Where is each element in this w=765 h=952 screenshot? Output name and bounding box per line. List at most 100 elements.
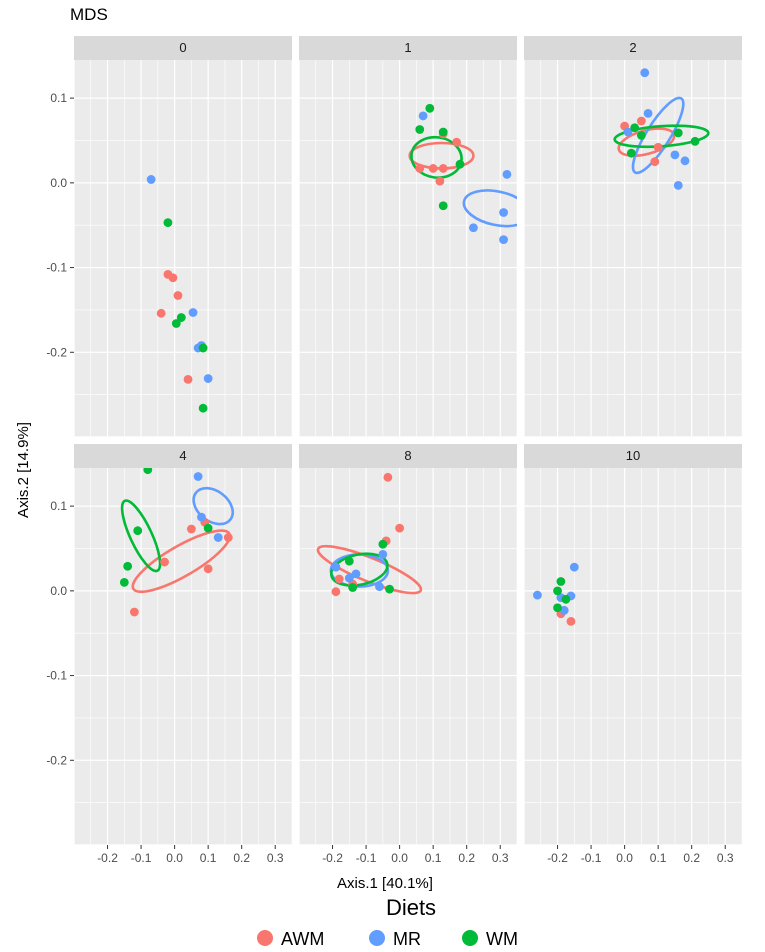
data-point-mr: [469, 223, 478, 233]
y-axis-ticks: -0.2 -0.1 0.0 0.1 -0.2 -0.1 0.0 0.1: [46, 91, 74, 767]
confidence-ellipse-mr: [462, 189, 517, 228]
gridlines: [299, 60, 517, 437]
confidence-ellipse-awm: [617, 127, 676, 158]
data-point-wm: [626, 148, 636, 158]
x-tick-label: -0.1: [581, 851, 602, 865]
confidence-ellipse-wm: [120, 499, 162, 573]
data-point-wm: [143, 468, 153, 475]
data-point-wm: [553, 586, 562, 596]
x-tick-label: 0.1: [200, 851, 217, 865]
data-point-awm: [183, 374, 193, 384]
gridlines: [524, 468, 742, 845]
data-point-awm: [435, 176, 445, 186]
y-tick-label: -0.2: [46, 345, 67, 359]
data-point-mr: [331, 562, 341, 572]
data-point-wm: [438, 201, 448, 211]
panel-content: [119, 468, 235, 617]
data-point-awm: [331, 587, 341, 597]
panel-background: [299, 60, 517, 437]
facet-panel-0: 0: [74, 36, 292, 437]
legend: Diets AWM MR WM: [257, 895, 518, 949]
data-point-wm: [636, 131, 646, 140]
panel-background: [299, 468, 517, 845]
x-tick-label: 0.0: [616, 851, 633, 865]
facet-strip-label: 8: [404, 448, 411, 463]
data-point-wm: [203, 523, 213, 533]
facet-strip-label: 4: [179, 448, 186, 463]
gridlines: [299, 468, 517, 845]
x-tick-label: 0.3: [492, 851, 509, 865]
facet-panel-4: 4: [74, 444, 292, 845]
legend-swatch: [369, 930, 385, 946]
chart-title: MDS: [70, 5, 108, 24]
confidence-ellipse-mr: [631, 96, 685, 175]
y-tick-label: 0.0: [50, 176, 67, 190]
x-tick-label: -0.1: [356, 851, 377, 865]
facet-strip: [524, 36, 742, 60]
panel-content: [408, 103, 517, 245]
x-tick-label: 0.2: [233, 851, 250, 865]
facet-strip-label: 0: [179, 40, 186, 55]
data-point-mr: [502, 169, 512, 179]
x-tick-label: 0.0: [391, 851, 408, 865]
data-point-wm: [198, 403, 208, 413]
gridlines: [74, 60, 292, 437]
facet-panel-1: 1: [299, 36, 517, 437]
data-point-wm: [425, 103, 435, 113]
data-point-wm: [171, 319, 181, 328]
data-point-awm: [452, 137, 462, 147]
facet-strip: [299, 444, 517, 468]
data-point-awm: [334, 574, 344, 584]
data-point-awm: [438, 164, 448, 173]
data-point-awm: [160, 557, 169, 567]
data-point-mr: [188, 308, 198, 317]
facet-strip-label: 2: [629, 40, 636, 55]
x-tick-label: 0.1: [650, 851, 667, 865]
data-point-wm: [630, 123, 640, 133]
x-tick-label: 0.0: [166, 851, 183, 865]
data-point-awm: [156, 308, 166, 318]
legend-swatch: [257, 930, 273, 946]
data-point-awm: [129, 607, 139, 617]
legend-label: WM: [486, 929, 518, 949]
facet-panel-10: 10: [524, 444, 742, 845]
facet-panel-2: 2: [524, 36, 742, 437]
facet-strip: [74, 444, 292, 468]
data-point-awm: [428, 164, 438, 173]
panel-background: [74, 60, 292, 437]
legend-label: AWM: [281, 929, 324, 949]
data-point-wm: [163, 218, 173, 228]
legend-entry-wm: WM: [462, 929, 518, 949]
data-point-wm: [385, 584, 394, 594]
data-point-wm: [673, 128, 683, 138]
facet-strip: [524, 444, 742, 468]
data-point-wm: [176, 313, 186, 322]
data-point-mr: [193, 472, 203, 481]
data-point-wm: [123, 561, 133, 571]
x-tick-label: -0.2: [322, 851, 343, 865]
x-tick-label: 0.3: [717, 851, 734, 865]
data-point-mr: [213, 533, 223, 542]
data-point-wm: [378, 539, 388, 549]
panel-background: [74, 468, 292, 845]
data-point-wm: [455, 159, 465, 169]
panel-background: [524, 468, 742, 845]
data-point-wm: [415, 125, 425, 134]
data-point-wm: [690, 136, 700, 146]
facet-strip-label: 10: [626, 448, 640, 463]
y-tick-label: -0.2: [46, 753, 67, 767]
data-point-awm: [415, 164, 425, 173]
x-axis-label: Axis.1 [40.1%]: [337, 875, 433, 892]
facet-strip: [299, 36, 517, 60]
confidence-ellipse-wm: [330, 552, 389, 587]
x-axis-ticks: -0.2 -0.1 0.0 0.1 0.2 0.3 -0.2 -0.1 0.0 0.1 0.2 0.3…: [97, 845, 734, 865]
legend-swatch: [462, 930, 478, 946]
data-point-awm: [223, 533, 233, 542]
data-point-awm: [168, 273, 178, 283]
data-point-mr: [559, 605, 569, 615]
legend-label: MR: [393, 929, 421, 949]
y-tick-label: 0.1: [50, 499, 67, 513]
data-point-mr: [378, 550, 388, 559]
legend-entry-mr: MR: [369, 929, 421, 949]
data-point-mr: [533, 590, 542, 600]
